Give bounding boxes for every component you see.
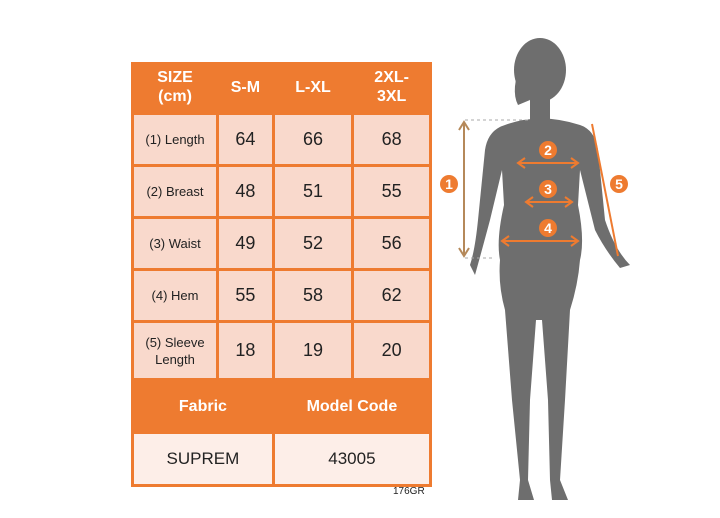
row-label: (1) Length (134, 115, 216, 164)
silhouette-icon (470, 38, 630, 500)
marker-5: 5 (615, 176, 623, 192)
row-label: (3) Waist (134, 219, 216, 268)
header-2xl-3xl: 2XL- 3XL (374, 69, 409, 105)
cell: 64 (219, 115, 272, 164)
cell: 58 (274, 271, 352, 320)
cell: 20 (354, 323, 429, 378)
row-label: (5) Sleeve Length (134, 323, 216, 378)
marker-4: 4 (544, 220, 552, 236)
cell: 52 (274, 219, 352, 268)
cell: 55 (219, 271, 272, 320)
row-label: (4) Hem (134, 271, 216, 320)
marker-1: 1 (445, 176, 453, 192)
header-l-xl: L-XL (295, 78, 331, 96)
model-code-label: Model Code (306, 397, 398, 415)
fabric-header-row: Fabric Model Code (134, 381, 429, 431)
table-row: (3) Waist 49 52 56 (134, 219, 429, 268)
fabric-label: Fabric (178, 397, 227, 415)
table-row: (5) Sleeve Length 18 19 20 (134, 323, 429, 378)
cell: 68 (354, 115, 429, 164)
marker-2: 2 (544, 142, 552, 158)
cell: 19 (274, 323, 352, 378)
cell: 56 (354, 219, 429, 268)
cell: 55 (354, 167, 429, 216)
fabric-value: SUPREM (134, 434, 272, 484)
header-size: SIZE (cm) (157, 69, 193, 105)
header-s-m: S-M (230, 78, 261, 96)
cell: 66 (274, 115, 352, 164)
size-chart-table: SIZE (cm) S-M L-XL 2XL- 3XL (1) Length 64 … (131, 62, 432, 487)
product-code: 176GR (393, 486, 425, 497)
cell: 62 (354, 271, 429, 320)
marker-icons: 1 2 3 4 5 (440, 141, 628, 237)
table-row: (1) Length 64 66 68 (134, 115, 429, 164)
cell: 48 (219, 167, 272, 216)
table-row: (4) Hem 55 58 62 (134, 271, 429, 320)
model-code-value: 43005 (274, 434, 429, 484)
fabric-value-row: SUPREM 43005 (134, 434, 429, 484)
table-row: (2) Breast 48 51 55 (134, 167, 429, 216)
cell: 18 (219, 323, 272, 378)
marker-3: 3 (544, 181, 552, 197)
cell: 49 (219, 219, 272, 268)
cell: 51 (274, 167, 352, 216)
header-row: SIZE (cm) S-M L-XL 2XL- 3XL (134, 62, 429, 112)
body-silhouette: 1 2 3 4 5 (440, 38, 630, 500)
row-label: (2) Breast (134, 167, 216, 216)
